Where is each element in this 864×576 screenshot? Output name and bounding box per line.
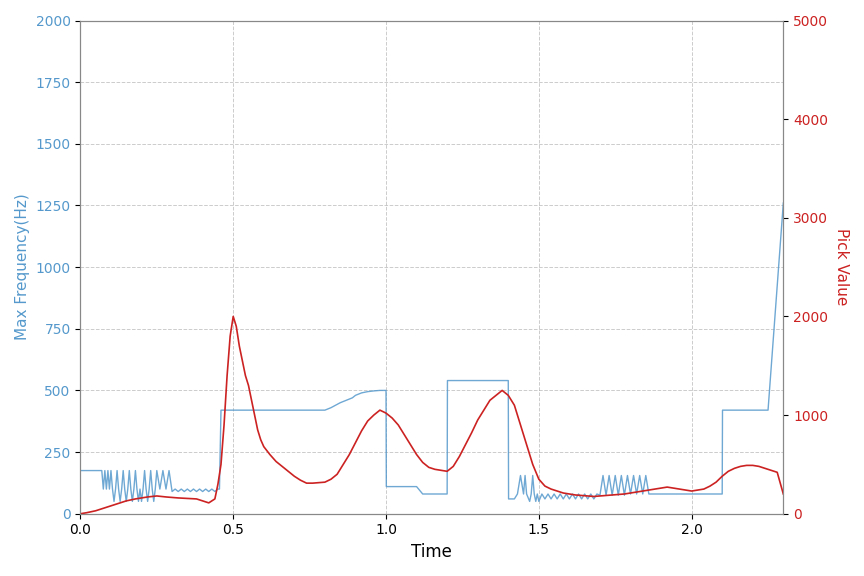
X-axis label: Time: Time [411,543,452,561]
Y-axis label: Max Frequency(Hz): Max Frequency(Hz) [15,194,30,340]
Y-axis label: Pick Value: Pick Value [834,229,849,306]
